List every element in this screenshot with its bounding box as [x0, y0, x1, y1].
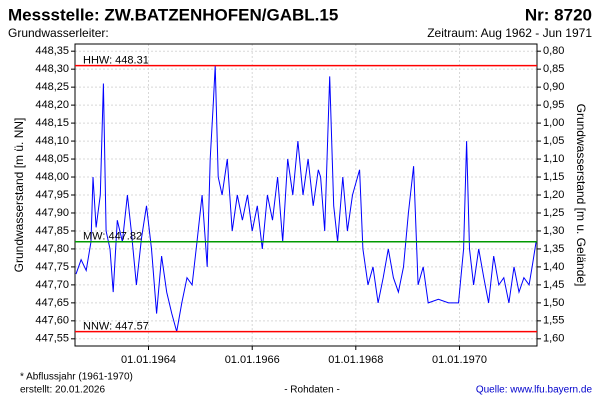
subtitle: Grundwasserleiter:: [8, 26, 109, 40]
y2-tick-label: 1,00: [543, 117, 564, 129]
y2-tick-label: 0,80: [543, 45, 564, 57]
y2-tick-label: 1,25: [543, 207, 564, 219]
reference-label: NNW: 447.57: [83, 321, 149, 333]
chart-title: Messstelle: ZW.BATZENHOFEN/GABL.15: [8, 5, 338, 24]
y2-tick-label: 0,90: [543, 81, 564, 93]
y2-tick-label: 1,45: [543, 279, 564, 291]
station-number: Nr: 8720: [525, 5, 592, 24]
y-tick-label: 447,90: [35, 207, 69, 219]
y2-tick-label: 0,95: [543, 99, 564, 111]
data-type: - Rohdaten -: [284, 385, 340, 396]
y2-axis-label: Grundwasserstand [m u. Gelände]: [574, 104, 588, 287]
y-tick-label: 448,25: [35, 81, 69, 93]
y-axis-label: Grundwasserstand [m ü. NN]: [12, 118, 26, 273]
y-tick-label: 448,05: [35, 153, 69, 165]
reference-label: HHW: 448.31: [83, 54, 149, 66]
y2-tick-label: 1,35: [543, 243, 564, 255]
y2-tick-label: 1,30: [543, 225, 564, 237]
y-tick-label: 448,00: [35, 171, 69, 183]
y-tick-label: 447,70: [35, 279, 69, 291]
source: Quelle: www.lfu.bayern.de: [476, 385, 593, 396]
y2-tick-label: 1,55: [543, 315, 564, 327]
y-tick-label: 447,85: [35, 225, 69, 237]
x-tick-label: 01.01.1964: [121, 354, 176, 366]
y-tick-label: 447,60: [35, 315, 69, 327]
x-tick-label: 01.01.1966: [225, 354, 280, 366]
y-tick-label: 448,20: [35, 99, 69, 111]
y-tick-label: 447,95: [35, 189, 69, 201]
y2-tick-label: 1,15: [543, 171, 564, 183]
y2-tick-label: 1,40: [543, 261, 564, 273]
created: erstellt: 20.01.2026: [20, 385, 105, 396]
x-tick-label: 01.01.1968: [328, 354, 383, 366]
y2-tick-label: 1,20: [543, 189, 564, 201]
y-tick-label: 448,30: [35, 63, 69, 75]
y-tick-label: 448,35: [35, 45, 69, 57]
y-tick-label: 447,75: [35, 261, 69, 273]
y2-tick-label: 1,50: [543, 297, 564, 309]
plot-frame: [74, 43, 538, 347]
y-tick-label: 447,80: [35, 243, 69, 255]
y-tick-label: 448,15: [35, 117, 69, 129]
x-tick-label: 01.01.1970: [432, 354, 487, 366]
y2-tick-label: 1,60: [543, 333, 564, 345]
y-tick-label: 448,10: [35, 135, 69, 147]
period: Zeitraum: Aug 1962 - Jun 1971: [427, 26, 592, 40]
y2-tick-label: 1,10: [543, 153, 564, 165]
footnote: * Abflussjahr (1961-1970): [20, 372, 133, 383]
y2-tick-label: 0,85: [543, 63, 564, 75]
y2-tick-label: 1,05: [543, 135, 564, 147]
y-tick-label: 447,65: [35, 297, 69, 309]
reference-label: MW: 447.82: [83, 231, 142, 243]
y-tick-label: 447,55: [35, 333, 69, 345]
data-line: [75, 65, 537, 332]
